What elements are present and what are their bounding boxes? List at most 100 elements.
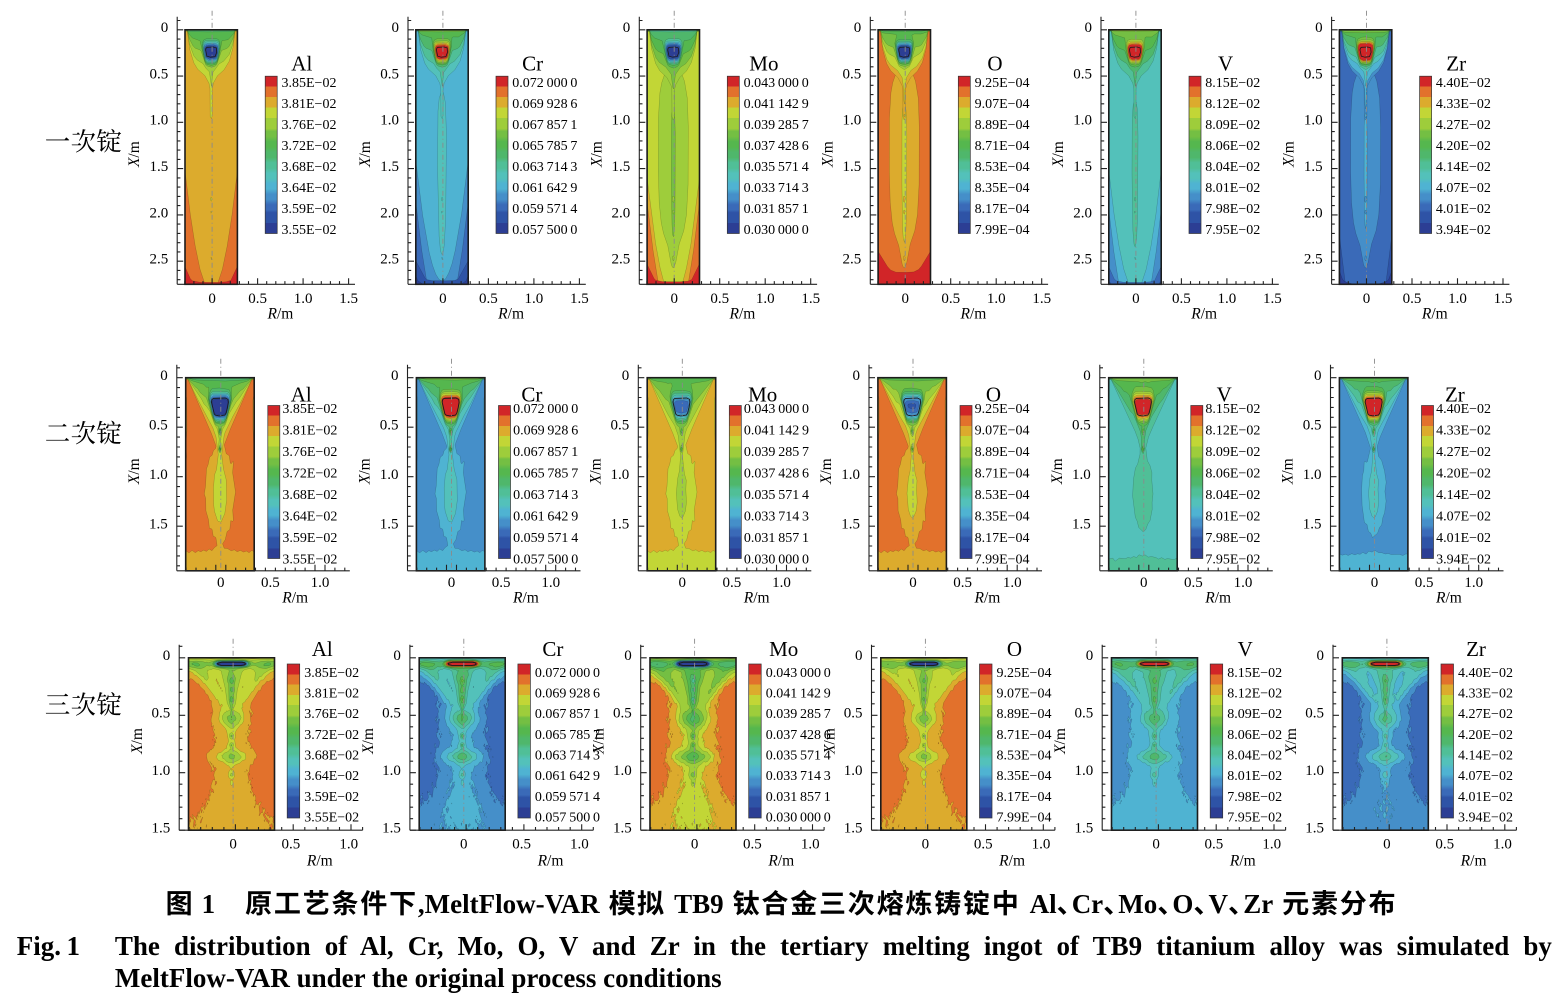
- svg-text:1.5: 1.5: [380, 517, 399, 533]
- svg-text:8.17E−04: 8.17E−04: [975, 202, 1030, 217]
- svg-text:1: 1: [202, 889, 216, 919]
- svg-text:0.5: 0.5: [1403, 291, 1422, 307]
- svg-text:0: 0: [853, 368, 861, 384]
- svg-text:1.0: 1.0: [1234, 575, 1253, 591]
- svg-text:O: O: [986, 383, 1001, 407]
- svg-text:1.0: 1.0: [1304, 113, 1323, 129]
- svg-text:1.0: 1.0: [151, 763, 170, 779]
- svg-text:0.033 714 3: 0.033 714 3: [766, 769, 831, 784]
- svg-text:8.12E−02: 8.12E−02: [1205, 424, 1260, 439]
- svg-text:0.5: 0.5: [1305, 706, 1324, 722]
- svg-text:0.5: 0.5: [512, 837, 531, 853]
- svg-text:3.72E−02: 3.72E−02: [304, 728, 359, 743]
- svg-text:0.033 714 3: 0.033 714 3: [744, 510, 809, 525]
- svg-text:0.072 000 0: 0.072 000 0: [512, 76, 577, 91]
- svg-text:0: 0: [391, 368, 399, 384]
- svg-text:9.25E−04: 9.25E−04: [997, 666, 1052, 681]
- svg-text:X/m: X/m: [591, 728, 608, 755]
- svg-text:9.25E−04: 9.25E−04: [975, 402, 1030, 417]
- svg-text:1.5: 1.5: [1073, 159, 1092, 175]
- svg-text:3.72E−02: 3.72E−02: [282, 467, 337, 482]
- svg-text:1.5: 1.5: [382, 821, 401, 837]
- svg-text:1.0: 1.0: [801, 837, 820, 853]
- svg-text:3.81E−02: 3.81E−02: [282, 97, 337, 112]
- svg-text:0: 0: [1085, 20, 1093, 36]
- svg-text:1.5: 1.5: [801, 291, 820, 307]
- svg-text:Al: Al: [1030, 889, 1057, 919]
- svg-text:3.68E−02: 3.68E−02: [282, 488, 337, 503]
- svg-text:1.5: 1.5: [613, 821, 632, 837]
- svg-text:3.72E−02: 3.72E−02: [282, 139, 337, 154]
- svg-text:3.85E−02: 3.85E−02: [282, 76, 337, 91]
- svg-text:1.0: 1.0: [772, 575, 791, 591]
- svg-text:0: 0: [229, 837, 237, 853]
- svg-text:0.031 857 1: 0.031 857 1: [744, 202, 809, 217]
- svg-text:0.057 500 0: 0.057 500 0: [512, 223, 577, 238]
- svg-text:3.55E−02: 3.55E−02: [282, 223, 337, 238]
- svg-text:7.95E−02: 7.95E−02: [1205, 223, 1260, 238]
- svg-text:8.35E−04: 8.35E−04: [975, 181, 1030, 196]
- svg-text:3.76E−02: 3.76E−02: [304, 707, 359, 722]
- svg-text:3.81E−02: 3.81E−02: [282, 424, 337, 439]
- svg-text:4.33E−02: 4.33E−02: [1436, 424, 1491, 439]
- svg-text:X/m: X/m: [360, 728, 377, 755]
- svg-text:4.27E−02: 4.27E−02: [1436, 118, 1491, 133]
- svg-text:0.5: 0.5: [844, 706, 863, 722]
- svg-text:0: 0: [1363, 291, 1371, 307]
- svg-text:4.40E−02: 4.40E−02: [1458, 666, 1513, 681]
- svg-text:Al: Al: [291, 383, 312, 407]
- svg-text:0.5: 0.5: [380, 418, 399, 434]
- svg-text:X/m: X/m: [126, 141, 143, 168]
- svg-text:3.85E−02: 3.85E−02: [304, 666, 359, 681]
- svg-text:1.5: 1.5: [1263, 291, 1282, 307]
- svg-text:7.99E−04: 7.99E−04: [975, 223, 1030, 238]
- svg-text:X/m: X/m: [1280, 458, 1297, 485]
- svg-text:0: 0: [460, 837, 468, 853]
- svg-text:0: 0: [1083, 368, 1091, 384]
- svg-text:0.065 785 7: 0.065 785 7: [535, 728, 600, 743]
- svg-text:1.0: 1.0: [1074, 763, 1093, 779]
- svg-text:R/m: R/m: [281, 590, 308, 607]
- svg-text:R/m: R/m: [497, 306, 524, 323]
- svg-text:1.5: 1.5: [844, 821, 863, 837]
- svg-text:0.065 785 7: 0.065 785 7: [513, 467, 578, 482]
- svg-text:8.04E−02: 8.04E−02: [1205, 160, 1260, 175]
- svg-text:0.5: 0.5: [1303, 418, 1322, 434]
- svg-text:X/m: X/m: [357, 458, 374, 485]
- svg-text:0.059 571 4: 0.059 571 4: [513, 531, 578, 546]
- svg-text:0.069 928 6: 0.069 928 6: [535, 687, 600, 702]
- svg-text:0: 0: [691, 837, 699, 853]
- svg-text:0.061 642 9: 0.061 642 9: [512, 181, 577, 196]
- svg-text:0.030 000 0: 0.030 000 0: [744, 223, 809, 238]
- svg-text:Zr: Zr: [1466, 637, 1486, 661]
- svg-text:R/m: R/m: [998, 853, 1025, 870]
- svg-text:1.0: 1.0: [611, 467, 630, 483]
- svg-text:1.5: 1.5: [841, 517, 860, 533]
- svg-text:4.01E−02: 4.01E−02: [1436, 202, 1491, 217]
- svg-text:0: 0: [922, 837, 930, 853]
- svg-text:R/m: R/m: [306, 853, 333, 870]
- svg-text:1.0: 1.0: [149, 113, 168, 129]
- svg-text:0.043 000 0: 0.043 000 0: [766, 666, 831, 681]
- svg-text:0.5: 0.5: [841, 418, 860, 434]
- svg-text:4.07E−02: 4.07E−02: [1436, 181, 1491, 196]
- svg-text:R/m: R/m: [1460, 853, 1487, 870]
- svg-text:4.40E−02: 4.40E−02: [1436, 402, 1491, 417]
- svg-text:8.09E−02: 8.09E−02: [1205, 445, 1260, 460]
- svg-text:0.5: 0.5: [611, 418, 630, 434]
- svg-text:O: O: [1007, 637, 1022, 661]
- svg-text:1.0: 1.0: [612, 113, 631, 129]
- svg-text:0: 0: [160, 368, 168, 384]
- svg-text:8.35E−04: 8.35E−04: [997, 769, 1052, 784]
- svg-text:4.33E−02: 4.33E−02: [1458, 687, 1513, 702]
- svg-text:0.5: 0.5: [492, 575, 511, 591]
- svg-text:0.030 000 0: 0.030 000 0: [744, 553, 809, 568]
- svg-text:X/m: X/m: [1050, 141, 1067, 168]
- svg-text:0.5: 0.5: [953, 575, 972, 591]
- svg-text:1.5: 1.5: [611, 517, 630, 533]
- svg-text:3.59E−02: 3.59E−02: [282, 202, 337, 217]
- svg-text:1.0: 1.0: [1032, 837, 1051, 853]
- svg-text:8.89E−04: 8.89E−04: [975, 118, 1030, 133]
- svg-text:4.27E−02: 4.27E−02: [1436, 445, 1491, 460]
- svg-text:0.5: 0.5: [380, 67, 399, 83]
